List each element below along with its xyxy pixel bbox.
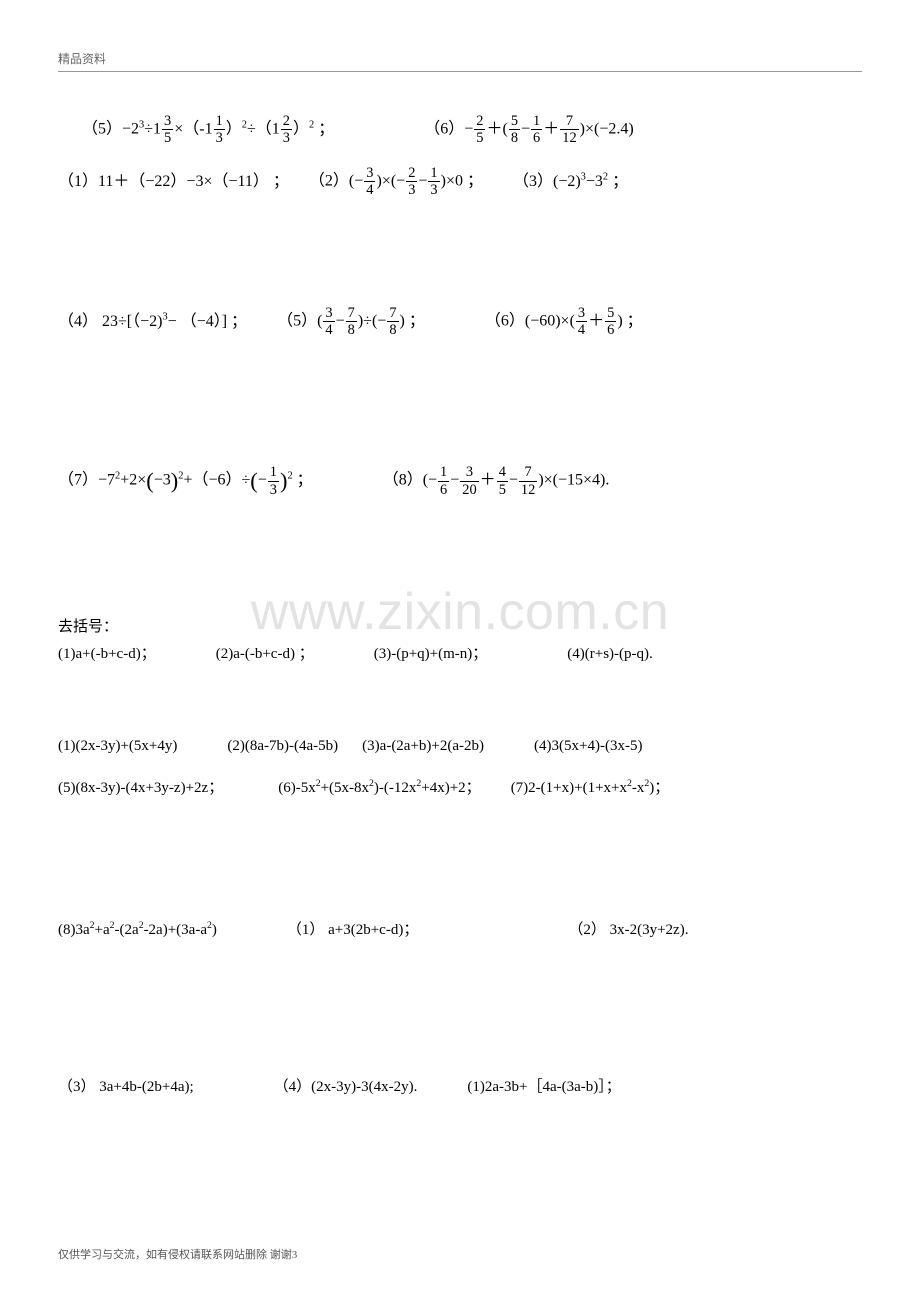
- problem-row: (5)(8x-3y)-(4x+3y-z)+2z； (6)-5x2+(5x-8x2…: [58, 776, 862, 800]
- problem: （4）(2x-3y)-3(4x-2y).: [274, 1075, 418, 1099]
- problem: （2） 3x-2(3y+2z).: [568, 918, 688, 942]
- problem: (5)(8x-3y)-(4x+3y-z)+2z；: [58, 776, 223, 800]
- problem-7: （7）−72+2×(−3)2+（−6）÷(−13)2 ；: [58, 465, 313, 497]
- header-divider: [58, 71, 862, 72]
- problem: (1)a+(-b+c-d)；: [58, 642, 156, 666]
- problem: (3)a-(2a+b)+2(a-2b): [362, 734, 484, 758]
- problem: （3） 3a+4b-(2b+4a);: [58, 1075, 194, 1099]
- problem-row: (8)3a2+a2-(2a2-2a)+(3a-a2) （1） a+3(2b+c-…: [58, 918, 862, 942]
- problem-row: （3） 3a+4b-(2b+4a); （4）(2x-3y)-3(4x-2y). …: [58, 1075, 862, 1099]
- page-content: 精品资料 （5）−23÷135×（-113）2÷（123）2 ； （6）−25＋…: [58, 50, 862, 1099]
- problem-row: (1)(2x-3y)+(5x+4y) (2)(8a-7b)-(4a-5b) (3…: [58, 734, 862, 758]
- problem-row: （7）−72+2×(−3)2+（−6）÷(−13)2 ； （8）(−16−320…: [58, 465, 862, 497]
- problem-1: （1）11＋（−22）−3×（−11） ；: [58, 169, 289, 195]
- problem-5b: （5）(34−78)÷(−78) ；: [277, 306, 425, 338]
- problem-row: (1)a+(-b+c-d)； (2)a-(-b+c-d) ； (3)-(p+q)…: [58, 642, 862, 666]
- problem: (1)(2x-3y)+(5x+4y): [58, 734, 177, 758]
- problem-2: （2）(−34)×(−23−13)×0 ；: [309, 166, 483, 198]
- problem-row: （4） 23÷[（−2)3− （−4）] ； （5）(34−78)÷(−78) …: [58, 306, 862, 338]
- problem-row: （1）11＋（−22）−3×（−11） ； （2）(−34)×(−23−13)×…: [58, 166, 862, 198]
- problem: (6)-5x2+(5x-8x2)-(-12x2+4x)+2；: [278, 776, 480, 800]
- problem: (4)(r+s)-(p-q).: [567, 642, 653, 666]
- problem: (4)3(5x+4)-(3x-5): [534, 734, 642, 758]
- problem-4: （4） 23÷[（−2)3− （−4）] ；: [58, 309, 247, 335]
- problem: (7)2-(1+x)+(1+x+x2-x2)；: [511, 776, 670, 800]
- problem: （1） a+3(2b+c-d)；: [287, 918, 418, 942]
- problem: (8)3a2+a2-(2a2-2a)+(3a-a2): [58, 918, 217, 942]
- problem-row: （5）−23÷135×（-113）2÷（123）2 ； （6）−25＋(58−1…: [58, 114, 862, 146]
- problem: (1)2a-3b+［4a-(3a-b)］；: [467, 1075, 620, 1099]
- problem: (2)(8a-7b)-(4a-5b): [227, 734, 338, 758]
- problem-3: （3）(−2)3−32 ；: [513, 169, 628, 195]
- problem: (2)a-(-b+c-d) ；: [216, 642, 314, 666]
- problem-6: （6）−25＋(58−16＋712)×(−2.4): [424, 114, 633, 146]
- header-label: 精品资料: [58, 50, 862, 71]
- problem: (3)-(p+q)+(m-n)；: [374, 642, 488, 666]
- footer-text: 仅供学习与交流，如有侵权请联系网站删除 谢谢3: [58, 1246, 297, 1262]
- problem-6b: （6）(−60)×(34＋56) ；: [485, 306, 643, 338]
- problem-5: （5）−23÷135×（-113）2÷（123）2 ；: [82, 114, 334, 146]
- problem-8: （8）(−16−320＋45−712)×(−15×4).: [383, 465, 610, 497]
- section-remove-brackets: 去括号：: [58, 615, 862, 636]
